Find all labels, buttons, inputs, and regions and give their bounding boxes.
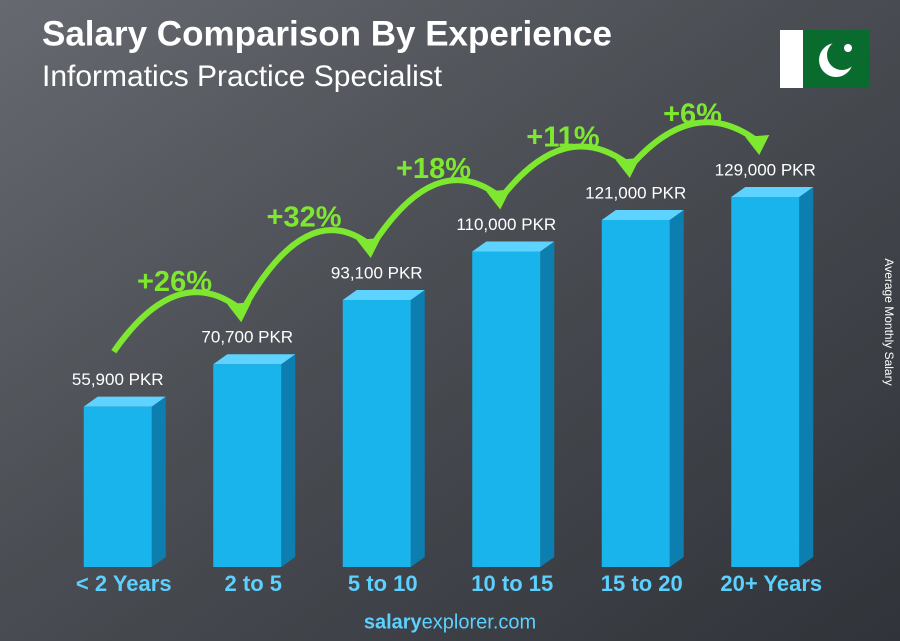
footer-brand: salary xyxy=(364,611,423,633)
bar-front xyxy=(472,251,541,567)
bar-side xyxy=(281,354,296,567)
bar xyxy=(213,354,296,567)
flag-star xyxy=(844,44,852,52)
bar-top xyxy=(83,396,166,407)
value-label: 70,700 PKR xyxy=(201,328,293,347)
bar-front xyxy=(731,197,800,567)
bar-top xyxy=(472,241,555,252)
bar-top xyxy=(213,354,296,365)
bar xyxy=(472,241,555,567)
bar xyxy=(601,209,684,567)
flag-crescent-cut xyxy=(827,40,857,70)
change-arc xyxy=(240,227,371,311)
value-label: 55,900 PKR xyxy=(72,370,164,389)
change-arrowhead xyxy=(745,135,770,155)
bar-top xyxy=(601,209,684,220)
bar xyxy=(83,396,166,567)
bar-side xyxy=(151,396,166,567)
value-label: 121,000 PKR xyxy=(585,183,686,202)
change-label: +32% xyxy=(267,202,342,234)
bar-front xyxy=(213,364,282,567)
flag-stripe xyxy=(780,30,803,88)
bar-side xyxy=(410,289,425,567)
chart-title: Salary Comparison By Experience xyxy=(42,14,612,53)
value-label: 110,000 PKR xyxy=(456,215,556,234)
x-tick-label: 15 to 20 xyxy=(601,571,683,596)
bar xyxy=(342,289,425,567)
bar-front xyxy=(83,406,152,567)
flag xyxy=(780,30,870,88)
change-arc xyxy=(499,143,630,199)
bar-side xyxy=(799,187,814,567)
value-label: 93,100 PKR xyxy=(331,263,423,282)
bar-top xyxy=(342,289,425,300)
change-label: +26% xyxy=(137,266,212,298)
x-tick-label: 10 to 15 xyxy=(471,571,553,596)
x-tick-label: 5 to 10 xyxy=(348,571,418,596)
bar-front xyxy=(601,219,670,567)
value-label: 129,000 PKR xyxy=(715,160,816,179)
bar-front xyxy=(342,299,411,567)
x-tick-label: 2 to 5 xyxy=(225,571,282,596)
bar-side xyxy=(540,241,555,567)
change-arc xyxy=(629,119,760,167)
change-label: +11% xyxy=(526,122,600,154)
y-axis-label: Average Monthly Salary xyxy=(882,258,896,385)
change-arc xyxy=(111,289,242,354)
chart-subtitle: Informatics Practice Specialist xyxy=(42,60,443,93)
change-label: +6% xyxy=(663,99,722,131)
footer-domain: explorer.com xyxy=(422,611,537,633)
change-arc xyxy=(370,177,501,247)
x-tick-label: < 2 Years xyxy=(76,571,172,596)
bar-side xyxy=(669,209,684,567)
bar xyxy=(731,187,814,567)
bar-top xyxy=(731,187,814,197)
change-label: +18% xyxy=(396,153,471,185)
x-tick-label: 20+ Years xyxy=(720,571,822,596)
